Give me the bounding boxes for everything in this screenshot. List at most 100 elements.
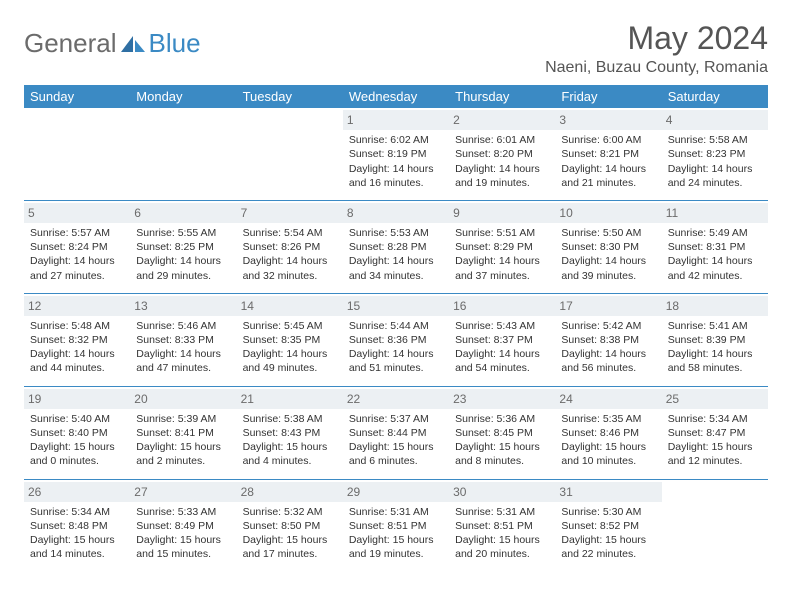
daylight-line: Daylight: 15 hours and 20 minutes. (455, 533, 549, 561)
calendar-table: SundayMondayTuesdayWednesdayThursdayFrid… (24, 85, 768, 571)
weekday-header: Wednesday (343, 85, 449, 108)
sunset-line: Sunset: 8:24 PM (30, 240, 124, 254)
daylight-line: Daylight: 14 hours and 21 minutes. (561, 162, 655, 190)
sunrise-line: Sunrise: 5:54 AM (243, 226, 337, 240)
day-number: 26 (24, 482, 130, 502)
weekday-header: Friday (555, 85, 661, 108)
title-block: May 2024 Naeni, Buzau County, Romania (545, 20, 768, 77)
daylight-line: Daylight: 15 hours and 4 minutes. (243, 440, 337, 468)
weekday-header: Monday (130, 85, 236, 108)
daylight-line: Daylight: 14 hours and 56 minutes. (561, 347, 655, 375)
calendar-day-cell: 23Sunrise: 5:36 AMSunset: 8:45 PMDayligh… (449, 386, 555, 479)
calendar-day-cell: 18Sunrise: 5:41 AMSunset: 8:39 PMDayligh… (662, 293, 768, 386)
sunrise-line: Sunrise: 5:35 AM (561, 412, 655, 426)
sunset-line: Sunset: 8:32 PM (30, 333, 124, 347)
daylight-line: Daylight: 14 hours and 49 minutes. (243, 347, 337, 375)
calendar-day-cell: 30Sunrise: 5:31 AMSunset: 8:51 PMDayligh… (449, 479, 555, 571)
calendar-day-cell: 25Sunrise: 5:34 AMSunset: 8:47 PMDayligh… (662, 386, 768, 479)
daylight-line: Daylight: 15 hours and 0 minutes. (30, 440, 124, 468)
calendar-day-cell: 24Sunrise: 5:35 AMSunset: 8:46 PMDayligh… (555, 386, 661, 479)
daylight-line: Daylight: 14 hours and 16 minutes. (349, 162, 443, 190)
daylight-line: Daylight: 14 hours and 42 minutes. (668, 254, 762, 282)
calendar-day-cell: 11Sunrise: 5:49 AMSunset: 8:31 PMDayligh… (662, 200, 768, 293)
calendar-day-cell: 1Sunrise: 6:02 AMSunset: 8:19 PMDaylight… (343, 108, 449, 200)
day-number: 29 (343, 482, 449, 502)
daylight-line: Daylight: 14 hours and 27 minutes. (30, 254, 124, 282)
calendar-week-row: 26Sunrise: 5:34 AMSunset: 8:48 PMDayligh… (24, 479, 768, 571)
weekday-header: Thursday (449, 85, 555, 108)
calendar-day-cell: 9Sunrise: 5:51 AMSunset: 8:29 PMDaylight… (449, 200, 555, 293)
sunrise-line: Sunrise: 6:01 AM (455, 133, 549, 147)
calendar-empty-cell (662, 479, 768, 571)
daylight-line: Daylight: 14 hours and 54 minutes. (455, 347, 549, 375)
day-number: 30 (449, 482, 555, 502)
sunrise-line: Sunrise: 5:49 AM (668, 226, 762, 240)
day-number: 31 (555, 482, 661, 502)
day-number: 14 (237, 296, 343, 316)
sunrise-line: Sunrise: 5:50 AM (561, 226, 655, 240)
sunset-line: Sunset: 8:31 PM (668, 240, 762, 254)
calendar-week-row: 19Sunrise: 5:40 AMSunset: 8:40 PMDayligh… (24, 386, 768, 479)
sunrise-line: Sunrise: 5:40 AM (30, 412, 124, 426)
calendar-empty-cell (237, 108, 343, 200)
daylight-line: Daylight: 15 hours and 19 minutes. (349, 533, 443, 561)
sunrise-line: Sunrise: 5:57 AM (30, 226, 124, 240)
calendar-day-cell: 14Sunrise: 5:45 AMSunset: 8:35 PMDayligh… (237, 293, 343, 386)
sunrise-line: Sunrise: 5:55 AM (136, 226, 230, 240)
daylight-line: Daylight: 15 hours and 17 minutes. (243, 533, 337, 561)
daylight-line: Daylight: 14 hours and 47 minutes. (136, 347, 230, 375)
sunrise-line: Sunrise: 5:51 AM (455, 226, 549, 240)
calendar-day-cell: 5Sunrise: 5:57 AMSunset: 8:24 PMDaylight… (24, 200, 130, 293)
brand-part2: Blue (149, 28, 201, 59)
daylight-line: Daylight: 15 hours and 14 minutes. (30, 533, 124, 561)
sunrise-line: Sunrise: 5:36 AM (455, 412, 549, 426)
day-number: 18 (662, 296, 768, 316)
location-label: Naeni, Buzau County, Romania (545, 59, 768, 77)
sunrise-line: Sunrise: 5:31 AM (349, 505, 443, 519)
sunset-line: Sunset: 8:51 PM (455, 519, 549, 533)
weekday-header: Sunday (24, 85, 130, 108)
day-number: 25 (662, 389, 768, 409)
daylight-line: Daylight: 15 hours and 8 minutes. (455, 440, 549, 468)
sunset-line: Sunset: 8:50 PM (243, 519, 337, 533)
sunset-line: Sunset: 8:36 PM (349, 333, 443, 347)
sunset-line: Sunset: 8:21 PM (561, 147, 655, 161)
sunset-line: Sunset: 8:52 PM (561, 519, 655, 533)
calendar-day-cell: 7Sunrise: 5:54 AMSunset: 8:26 PMDaylight… (237, 200, 343, 293)
sunrise-line: Sunrise: 5:44 AM (349, 319, 443, 333)
sunset-line: Sunset: 8:45 PM (455, 426, 549, 440)
calendar-header-row: SundayMondayTuesdayWednesdayThursdayFrid… (24, 85, 768, 108)
day-number: 9 (449, 203, 555, 223)
brand-part1: General (24, 28, 117, 59)
day-number: 3 (555, 110, 661, 130)
day-number: 22 (343, 389, 449, 409)
calendar-day-cell: 2Sunrise: 6:01 AMSunset: 8:20 PMDaylight… (449, 108, 555, 200)
calendar-day-cell: 22Sunrise: 5:37 AMSunset: 8:44 PMDayligh… (343, 386, 449, 479)
daylight-line: Daylight: 14 hours and 32 minutes. (243, 254, 337, 282)
sunset-line: Sunset: 8:43 PM (243, 426, 337, 440)
calendar-empty-cell (24, 108, 130, 200)
day-number: 10 (555, 203, 661, 223)
day-number: 2 (449, 110, 555, 130)
sunset-line: Sunset: 8:26 PM (243, 240, 337, 254)
day-number: 12 (24, 296, 130, 316)
day-number: 17 (555, 296, 661, 316)
calendar-day-cell: 15Sunrise: 5:44 AMSunset: 8:36 PMDayligh… (343, 293, 449, 386)
calendar-day-cell: 19Sunrise: 5:40 AMSunset: 8:40 PMDayligh… (24, 386, 130, 479)
calendar-day-cell: 6Sunrise: 5:55 AMSunset: 8:25 PMDaylight… (130, 200, 236, 293)
calendar-day-cell: 31Sunrise: 5:30 AMSunset: 8:52 PMDayligh… (555, 479, 661, 571)
calendar-day-cell: 3Sunrise: 6:00 AMSunset: 8:21 PMDaylight… (555, 108, 661, 200)
sunset-line: Sunset: 8:25 PM (136, 240, 230, 254)
sunset-line: Sunset: 8:46 PM (561, 426, 655, 440)
sunrise-line: Sunrise: 5:34 AM (668, 412, 762, 426)
daylight-line: Daylight: 15 hours and 22 minutes. (561, 533, 655, 561)
sunset-line: Sunset: 8:48 PM (30, 519, 124, 533)
sunset-line: Sunset: 8:33 PM (136, 333, 230, 347)
sunset-line: Sunset: 8:49 PM (136, 519, 230, 533)
day-number: 21 (237, 389, 343, 409)
daylight-line: Daylight: 14 hours and 34 minutes. (349, 254, 443, 282)
calendar-day-cell: 10Sunrise: 5:50 AMSunset: 8:30 PMDayligh… (555, 200, 661, 293)
sunset-line: Sunset: 8:19 PM (349, 147, 443, 161)
weekday-header: Saturday (662, 85, 768, 108)
sunrise-line: Sunrise: 5:34 AM (30, 505, 124, 519)
